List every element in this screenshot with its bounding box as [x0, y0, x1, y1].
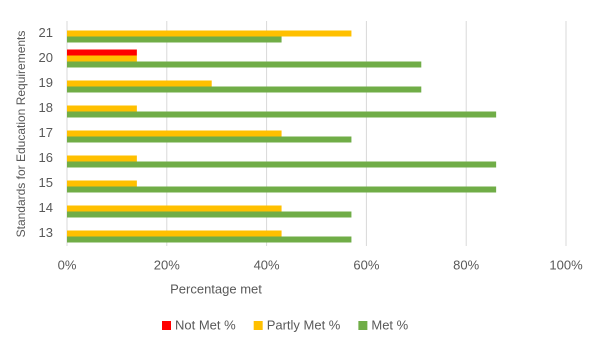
x-tick-label: 60% — [353, 257, 379, 272]
y-tick-label: 21 — [39, 25, 53, 40]
y-tick-label: 13 — [39, 225, 53, 240]
bar — [67, 130, 282, 137]
bar — [67, 30, 352, 37]
bar — [67, 36, 282, 43]
bar — [67, 49, 137, 56]
x-axis-title: Percentage met — [170, 281, 262, 296]
bar — [67, 161, 497, 168]
legend-label: Not Met % — [175, 317, 236, 332]
bar — [67, 111, 497, 118]
bar — [67, 61, 422, 68]
y-tick-label: 17 — [39, 125, 53, 140]
bar — [67, 55, 137, 62]
legend-label: Met % — [371, 317, 408, 332]
x-tick-label: 80% — [453, 257, 479, 272]
x-tick-label: 100% — [549, 257, 583, 272]
bar — [67, 205, 282, 212]
legend-swatch — [253, 321, 263, 330]
x-tick-label: 20% — [154, 257, 180, 272]
y-tick-label: 18 — [39, 100, 53, 115]
bar — [67, 180, 137, 187]
x-tick-label: 0% — [58, 257, 77, 272]
bar — [67, 186, 497, 193]
y-tick-label: 14 — [39, 200, 53, 215]
bar — [67, 155, 137, 162]
bar — [67, 86, 422, 93]
x-tick-label: 40% — [254, 257, 280, 272]
bar — [67, 236, 352, 243]
bar — [67, 211, 352, 218]
y-tick-label: 15 — [39, 175, 53, 190]
y-tick-label: 16 — [39, 150, 53, 165]
bar — [67, 136, 352, 143]
bar — [67, 80, 212, 87]
legend-label: Partly Met % — [267, 317, 341, 332]
y-tick-label: 19 — [39, 75, 53, 90]
y-tick-label: 20 — [39, 50, 53, 65]
bar — [67, 230, 282, 237]
legend-swatch — [162, 321, 171, 330]
bar — [67, 105, 137, 112]
y-axis-title: Standards for Education Requirements — [14, 31, 28, 238]
legend-swatch — [358, 321, 368, 330]
